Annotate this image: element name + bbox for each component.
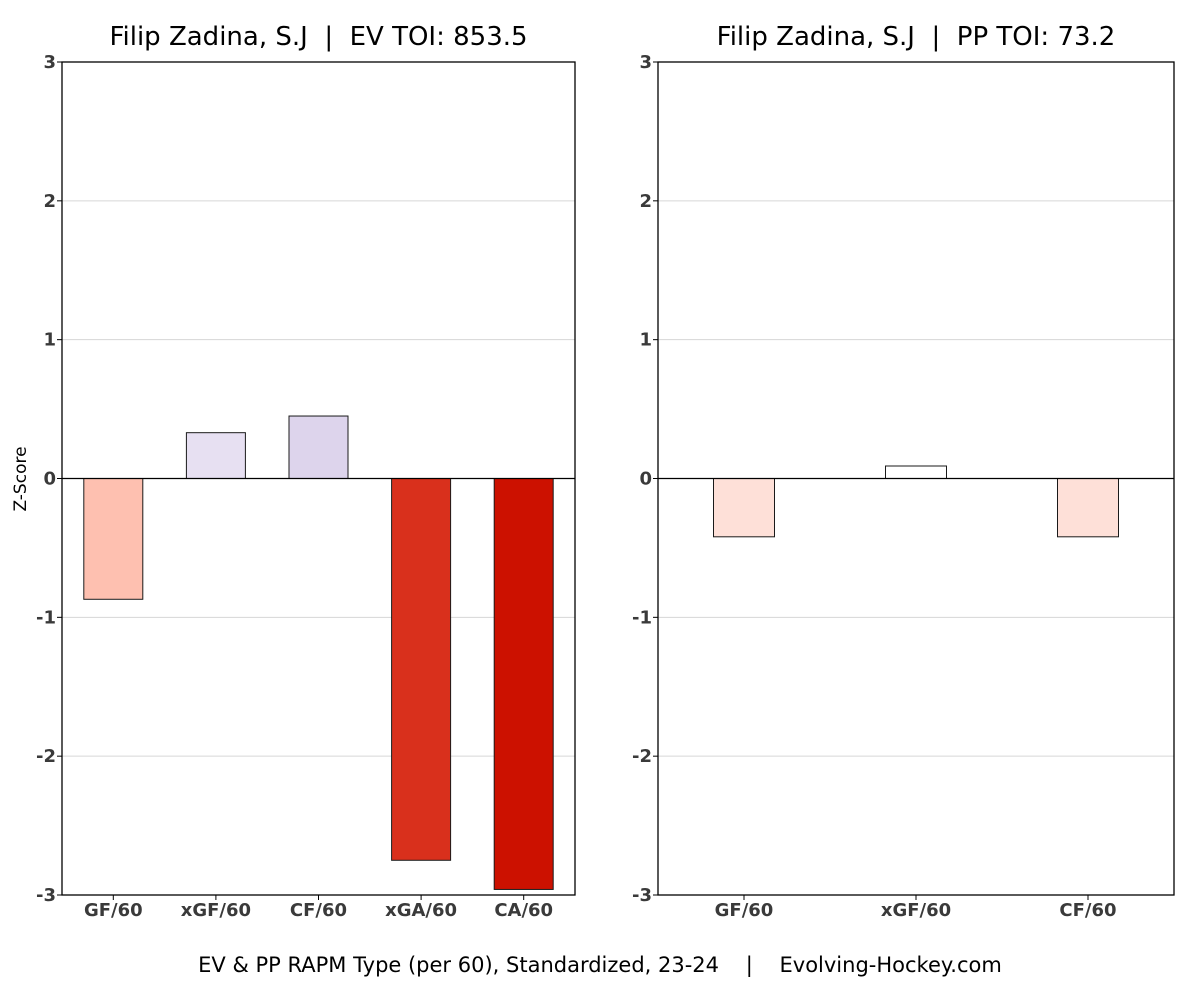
y-tick-label: 1	[639, 330, 652, 351]
y-tick-label: -2	[632, 746, 652, 767]
y-tick-label: 1	[43, 330, 56, 351]
x-tick-label: xGF/60	[881, 900, 951, 921]
y-tick-label: 3	[639, 52, 652, 73]
pp-rapm-panel: Filip Zadina, S.J | PP TOI: 73.2 3 2 1 0 -1 -2…	[632, 22, 1175, 921]
y-tick-label: 3	[43, 52, 56, 73]
bar-cf-per-60	[288, 415, 349, 479]
y-tick-label: 2	[43, 191, 56, 212]
y-tick-label: -2	[36, 746, 56, 767]
y-tick-label: -1	[36, 607, 56, 628]
y-tick-label: 0	[639, 469, 652, 490]
y-tick-label: 2	[639, 191, 652, 212]
x-tick-label: CF/60	[1059, 900, 1116, 921]
chart-title: Filip Zadina, S.J | EV TOI: 853.5	[109, 22, 527, 52]
y-tick-label: -3	[632, 885, 652, 906]
bar-gf-per-60	[83, 478, 144, 600]
bar-xgf-per-60	[885, 465, 947, 480]
bar-xga-per-60	[391, 478, 452, 861]
y-tick-label: 0	[43, 469, 56, 490]
y-tick-label: -3	[36, 885, 56, 906]
x-tick-label: xGF/60	[181, 900, 251, 921]
bar-ca-per-60	[493, 478, 554, 890]
x-tick-label: GF/60	[84, 900, 143, 921]
bar-cf-per-60	[1057, 478, 1119, 538]
chart-title: Filip Zadina, S.J | PP TOI: 73.2	[717, 22, 1116, 52]
bar-gf-per-60	[713, 478, 775, 538]
x-tick-label: CA/60	[494, 900, 553, 921]
x-tick-label: GF/60	[715, 900, 774, 921]
x-tick-label: CF/60	[290, 900, 347, 921]
bar-xgf-per-60	[185, 432, 246, 479]
y-tick-label: -1	[632, 607, 652, 628]
figure-caption: EV & PP RAPM Type (per 60), Standardized…	[198, 953, 1002, 978]
x-tick-label: xGA/60	[385, 900, 457, 921]
ev-rapm-panel: Filip Zadina, S.J | EV TOI: 853.5 3 2 1 0 -1 -…	[36, 22, 576, 921]
y-axis-label: Z-Score	[11, 446, 31, 511]
